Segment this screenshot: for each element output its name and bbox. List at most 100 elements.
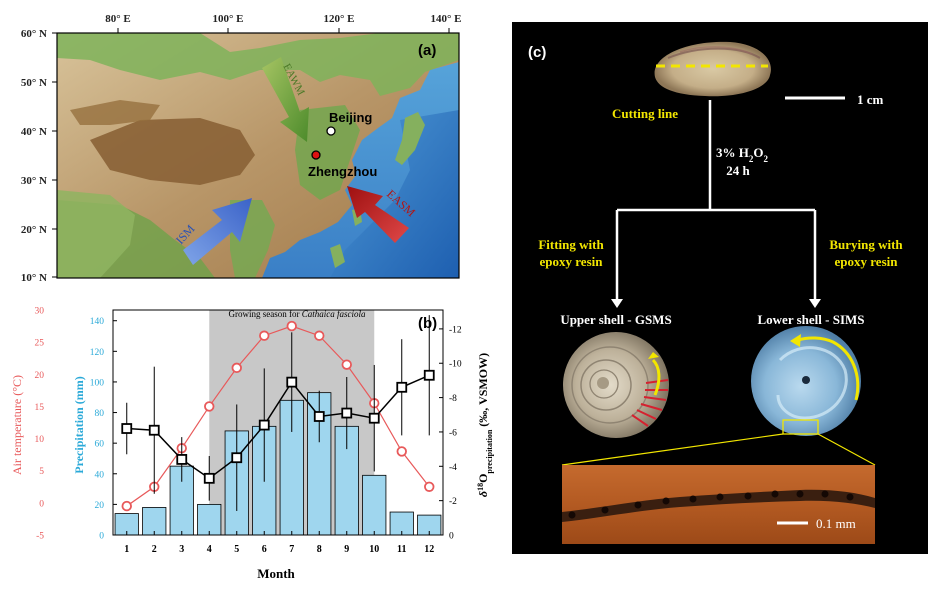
zhengzhou-marker (311, 150, 321, 160)
shell-section-image (562, 465, 875, 544)
d18o-point-7 (286, 376, 298, 388)
temperature-point-4 (204, 401, 215, 412)
lat-tick-40: 40° N (21, 126, 47, 138)
precip-bar-4 (197, 503, 222, 536)
d18o-tick--2: -2 (449, 497, 457, 507)
precip-tick-60: 60 (95, 440, 105, 450)
chart-frame (112, 309, 444, 536)
zoom-line-right (817, 433, 876, 466)
d18o-tick--12: -12 (449, 325, 462, 335)
temp-tick-10: 10 (35, 435, 45, 445)
temp-tick-0: 0 (39, 499, 44, 509)
d18o-point-5 (231, 452, 243, 464)
temperature-point-5 (231, 362, 242, 374)
lat-tick-10: 10° N (21, 272, 47, 284)
beijing-marker (326, 126, 336, 136)
lat-tick-30: 30° N (21, 175, 47, 187)
temperature-point-6 (259, 330, 270, 341)
map-terrain (57, 33, 459, 278)
temperature-point-9 (341, 359, 352, 370)
temperature-point-1 (121, 500, 132, 512)
d18o-point-4 (203, 472, 215, 484)
d18o-tick-0: 0 (449, 532, 454, 542)
d18o-tick--4: -4 (449, 463, 457, 473)
d18o-point-12 (423, 369, 435, 381)
x-tick-label-2: 2 (152, 544, 157, 555)
d18o-point-1 (121, 423, 133, 434)
temp-tick-20: 20 (35, 371, 45, 381)
panel-c-label: (c) (528, 44, 546, 61)
upper-shell-label: Upper shell - GSMS (560, 312, 671, 327)
fitting-label-line1: Fitting with (538, 237, 604, 252)
gsms-sampling-lines (631, 379, 669, 427)
treatment-part2: O (753, 145, 763, 160)
growing-season-label: Growing season for Cathaica fasciola (229, 309, 366, 319)
precipitation-axis-label: Precipitation (mm) (72, 376, 86, 473)
d18o-delta: δ (476, 491, 490, 497)
treatment-label: 3% H2O2 (716, 145, 769, 164)
sims-spots (568, 490, 854, 519)
zhengzhou-label: Zhengzhou (308, 164, 377, 179)
precip-bar-10 (362, 474, 387, 536)
zoom-box (782, 419, 819, 435)
arrowhead-right (809, 299, 821, 308)
scale-1cm-label: 1 cm (857, 92, 884, 107)
treatment-time-label: 24 h (726, 163, 750, 178)
whole-shell-image (654, 41, 771, 97)
d18o-point-10 (368, 412, 380, 424)
lon-tick-140: 140° E (431, 13, 462, 25)
beijing-label: Beijing (329, 110, 372, 125)
zoom-line-left (561, 433, 784, 466)
lat-tick-60: 60° N (21, 28, 47, 40)
temp-tick-5: 5 (39, 467, 44, 477)
scale-0.1mm-label: 0.1 mm (816, 516, 856, 531)
growing-season-species: Cathaica fasciola (302, 309, 366, 319)
cutting-line-label: Cutting line (612, 106, 678, 121)
panel-c-schematic: (c) 1 cm Cutting line 3% H2O2 24 h Fitti… (512, 22, 928, 554)
d18o-o: O (476, 474, 490, 483)
temperature-axis-label: Air temperature (°C) (10, 375, 24, 475)
panel-a-label: (a) (418, 42, 436, 59)
x-tick-label-11: 11 (397, 544, 406, 555)
temperature-point-12 (424, 481, 435, 492)
panel-b-label: (b) (418, 315, 437, 332)
lon-tick-120: 120° E (324, 13, 355, 25)
d18o-point-2 (148, 424, 160, 436)
precip-tick-100: 100 (90, 378, 105, 388)
x-tick-label-3: 3 (179, 544, 184, 555)
precip-tick-0: 0 (99, 532, 104, 542)
temperature-point-8 (314, 330, 325, 341)
d18o-sup: 18 (476, 483, 485, 491)
x-tick-label-5: 5 (234, 544, 239, 555)
d18o-series (121, 315, 435, 511)
temp-tick-25: 25 (35, 339, 45, 349)
x-tick-label-10: 10 (369, 544, 379, 555)
temp-tick-30: 30 (35, 307, 45, 317)
x-tick-label-6: 6 (262, 544, 267, 555)
d18o-point-6 (258, 419, 270, 431)
x-tick-label-8: 8 (317, 544, 322, 555)
upper-shell-image (563, 332, 669, 438)
burying-label-line2: epoxy resin (835, 254, 899, 269)
d18o-point-11 (396, 381, 408, 393)
x-tick-label-4: 4 (207, 544, 212, 555)
burying-label-line1: Burying with (829, 237, 903, 252)
d18o-axis-label: δ18Oprecipitation (‰, VSMOW) (476, 353, 494, 497)
fitting-label-line2: epoxy resin (540, 254, 604, 269)
temperature-point-7 (286, 320, 297, 332)
precip-tick-40: 40 (95, 470, 105, 480)
precip-bar-2 (142, 507, 167, 536)
d18o-tick--6: -6 (449, 428, 457, 438)
lower-shell-image (751, 326, 861, 436)
precip-tick-140: 140 (90, 317, 105, 327)
precip-tick-80: 80 (95, 409, 105, 419)
x-tick-label-1: 1 (124, 544, 129, 555)
d18o-point-9 (341, 407, 353, 419)
chart-axes: 1 2 3 4 5 6 7 8 9 10 11 12-505101520253002040608010… (35, 307, 462, 556)
d18o-point-3 (176, 454, 188, 465)
growing-season-prefix: Growing season for (229, 309, 302, 319)
panel-a-map: 80° E 100° E 120° E 140° E 60° N 50° N 4… (21, 13, 462, 284)
treatment-sub1: 2 (749, 154, 754, 164)
arrowhead-left (611, 299, 623, 308)
